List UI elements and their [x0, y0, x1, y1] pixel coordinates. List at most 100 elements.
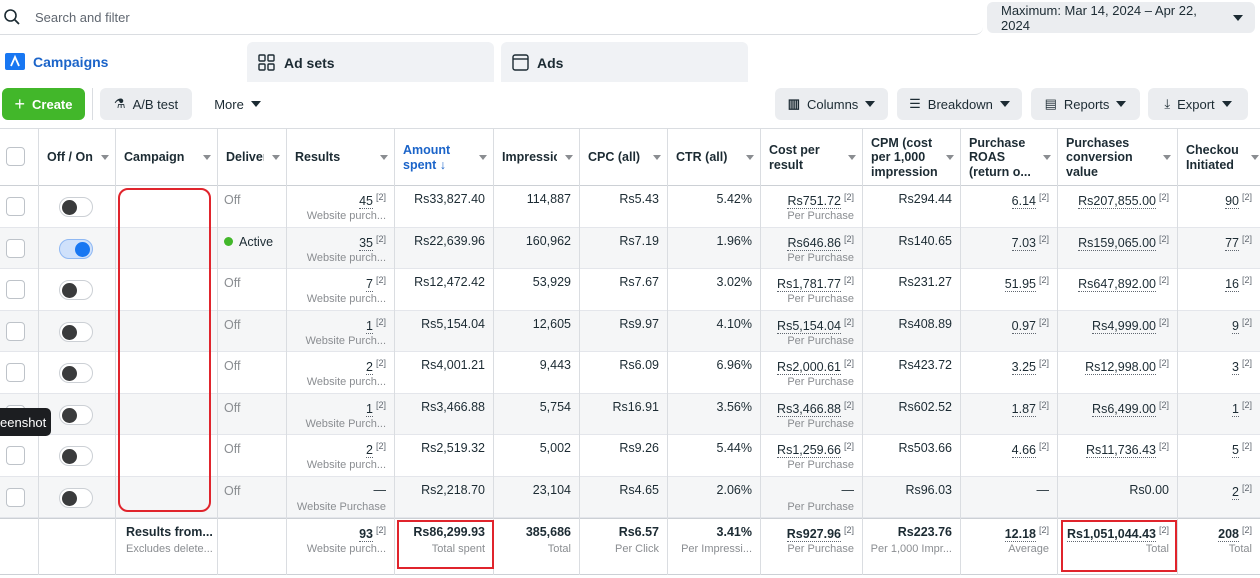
footer-subtext: Per Impressi... [681, 543, 752, 555]
cell-value: Rs4,001.21 [421, 358, 485, 372]
toggle-knob [62, 449, 77, 464]
columns-button[interactable]: ▥ Columns [775, 88, 888, 120]
footer-subtext: Per 1,000 Impr... [870, 543, 952, 555]
column-header[interactable]: Impressic [493, 129, 579, 186]
sort-caret [946, 155, 954, 160]
toggle-knob [62, 200, 77, 215]
column-header[interactable]: Campaign [115, 129, 217, 186]
checkbox[interactable] [6, 280, 25, 299]
column-header[interactable]: Cost per result [760, 129, 862, 186]
column-header[interactable]: CTR (all) [667, 129, 760, 186]
column-header[interactable]: Purchase ROAS (return o... [960, 129, 1057, 186]
column-header[interactable]: Results [286, 129, 394, 186]
column-divider [960, 129, 961, 575]
column-header[interactable]: Amount spent ↓ [394, 129, 493, 186]
footnote: [2] [1038, 233, 1049, 244]
reports-button[interactable]: ▤ Reports [1031, 88, 1140, 120]
cell-value: 3.56% [716, 399, 752, 414]
cell-value: 0.97 [1011, 318, 1036, 334]
toggle[interactable] [59, 404, 93, 425]
table-cell: Rs5.43 [579, 192, 659, 206]
reports-label: Reports [1063, 96, 1110, 112]
cell-value: Rs2,000.61 [777, 360, 841, 376]
footnote: [2] [375, 358, 386, 368]
tab-ad-sets[interactable] [247, 42, 494, 82]
cell-value: 160,962 [525, 233, 571, 248]
column-header[interactable]: Checkou Initiated [1177, 129, 1260, 186]
toggle[interactable] [59, 446, 93, 466]
sort-caret [272, 155, 280, 160]
table-cell: Rs5,154.04 [2] [760, 317, 854, 334]
table-cell: Rs96.03 [862, 483, 952, 497]
table-cell: Rs294.44 [862, 192, 952, 206]
search-box[interactable] [0, 0, 983, 35]
column-header[interactable]: CPC (all) [579, 129, 667, 186]
tab-ads[interactable] [501, 42, 748, 82]
checkbox[interactable] [6, 321, 25, 341]
breakdown-label: Breakdown [927, 96, 993, 112]
cell-subtext: Website purch... [306, 293, 386, 305]
delivery-cell: Off [224, 484, 240, 498]
sort-caret [101, 155, 109, 160]
cell-value: Rs16.91 [612, 399, 659, 414]
footnote: [2] [375, 192, 386, 202]
footnote: [2] [1158, 316, 1169, 327]
export-button[interactable]: ⤓ Export [1148, 88, 1248, 120]
date-range[interactable]: Maximum: Mar 14, 2024 – Apr 22, 2024 [987, 2, 1255, 33]
checkbox[interactable] [6, 446, 25, 465]
column-header[interactable]: Off / On [38, 129, 115, 186]
table-cell: Rs140.65 [862, 234, 952, 248]
footnote: [2] [375, 233, 386, 244]
cell-value: 9 [1232, 318, 1239, 334]
cell-value: 51.95 [1004, 277, 1036, 293]
delivery-status: Off [224, 483, 241, 498]
toggle[interactable] [59, 487, 93, 508]
table-cell: 35 [2] [286, 233, 386, 251]
cell-subtext: Per Purchase [787, 500, 854, 513]
table-cell: 3 [2] [1177, 358, 1252, 376]
footer-cell: 385,686 [493, 525, 571, 539]
toggle[interactable] [59, 280, 93, 300]
toggle[interactable] [59, 363, 93, 383]
cell-value: Rs5.43 [619, 192, 659, 206]
table-cell: Rs647,892.00 [2] [1057, 275, 1169, 293]
footnote: [2] [1158, 441, 1169, 451]
cell-value: 90 [1225, 194, 1239, 210]
ab-test-button[interactable]: ⚗ A/B test [100, 88, 192, 120]
breakdown-button[interactable]: ☰ Breakdown [897, 88, 1022, 120]
checkbox[interactable] [6, 147, 25, 166]
delivery-cell: Off [224, 276, 240, 290]
checkbox[interactable] [6, 238, 25, 258]
tab-label: Ads [537, 55, 564, 71]
footnote: [2] [1241, 316, 1252, 327]
checkbox[interactable] [6, 363, 25, 382]
table-cell: Rs2,218.70 [394, 483, 485, 497]
column-header[interactable]: CPM (cost per 1,000 impressions [862, 129, 960, 186]
cell-value: Rs11,736.43 [1086, 443, 1156, 459]
checkbox[interactable] [6, 487, 25, 507]
table-cell: 53,929 [493, 275, 571, 289]
table-cell: Rs22,639.96 [394, 234, 485, 248]
export-label: Export [1177, 96, 1215, 112]
table-cell: Rs12,998.00 [2] [1057, 358, 1169, 376]
footer-cell: Rs927.96 [2] [760, 525, 854, 543]
table-cell: 160,962 [493, 234, 571, 248]
footer-value: Rs927.96 [786, 527, 841, 543]
toggle[interactable] [59, 321, 93, 342]
toggle[interactable] [59, 197, 93, 217]
tab-campaigns[interactable] [0, 42, 240, 82]
column-header[interactable]: Purchases conversion value [1057, 129, 1177, 186]
sort-caret [203, 155, 211, 160]
column-header[interactable]: Deliver [217, 129, 286, 186]
table-cell: 1 [2] [286, 317, 386, 334]
column-divider [667, 129, 668, 575]
create-button[interactable]: + Create [2, 88, 85, 120]
cell-value: 53,929 [532, 275, 571, 289]
sort-caret [1163, 155, 1171, 160]
campaign-icon [5, 53, 25, 70]
toggle[interactable] [59, 238, 93, 259]
checkbox[interactable] [6, 197, 25, 216]
more-button[interactable]: More [205, 88, 270, 120]
cell-value: 3.02% [716, 275, 752, 289]
